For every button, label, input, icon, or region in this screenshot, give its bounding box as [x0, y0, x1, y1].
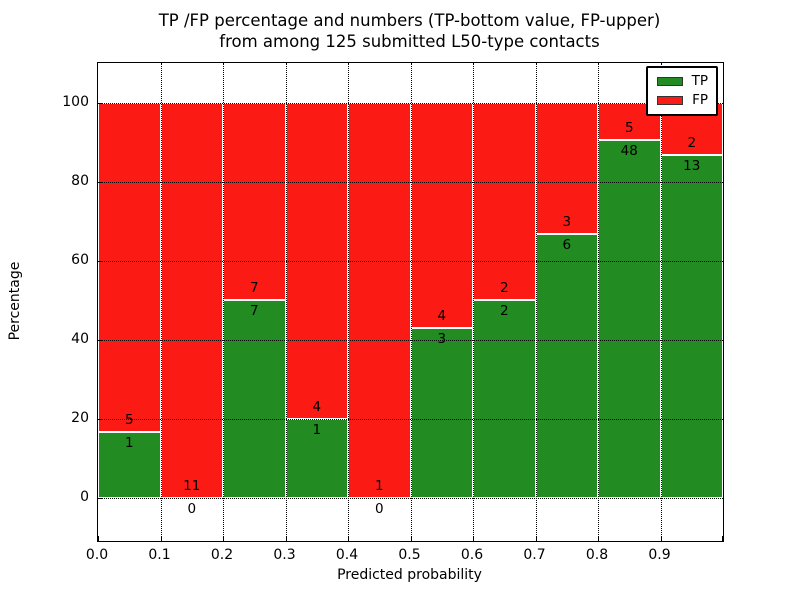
- y-tick-mark: [98, 181, 103, 183]
- x-tick-label: 0.4: [335, 547, 359, 563]
- tp-count-label: 0: [374, 500, 384, 517]
- x-tick-label: 0.8: [585, 547, 609, 563]
- bar-tp-segment: [598, 139, 661, 498]
- tp-count-label: 3: [437, 331, 447, 348]
- y-tick-mark: [98, 260, 103, 262]
- x-tick-mark: [160, 536, 162, 541]
- bar-tp-segment: [660, 155, 723, 498]
- fp-count-label: 5: [124, 411, 134, 428]
- vertical-gridline: [160, 63, 162, 541]
- y-tick-mark: [98, 339, 103, 341]
- chart-title-line1: TP /FP percentage and numbers (TP-bottom…: [158, 11, 661, 30]
- vertical-gridline: [473, 63, 474, 541]
- x-tick-mark: [98, 536, 99, 541]
- bar-tp-segment: [223, 300, 286, 498]
- bar-fp-segment: [535, 102, 598, 235]
- x-tick-mark: [473, 536, 474, 541]
- x-tick-mark: [223, 536, 224, 541]
- x-tick-label: 0.2: [210, 547, 234, 563]
- x-tick-mark: [348, 536, 349, 541]
- fp-count-label: 1: [374, 477, 384, 494]
- tp-count-label: 2: [499, 303, 509, 320]
- x-tick-label: 0.0: [85, 547, 109, 563]
- y-axis-label: Percentage: [7, 261, 23, 341]
- tp-count-label: 1: [124, 434, 134, 451]
- y-tick-label: 0: [80, 488, 89, 505]
- tp-count-label: 13: [683, 158, 701, 175]
- plot-area: 5 1 11 0 7 7 4 1 1 0 4 3 2 2 3 6 5 48 2 13: [97, 62, 724, 542]
- x-tick-mark: [722, 536, 723, 541]
- bar-fp-segment: [473, 102, 536, 301]
- y-tick-label: 20: [71, 409, 89, 426]
- x-axis-label: Predicted probability: [337, 567, 482, 583]
- bar-fp-segment: [410, 102, 473, 329]
- tp-count-label: 48: [620, 142, 638, 159]
- fp-count-label: 7: [249, 280, 259, 297]
- fp-count-label: 11: [183, 477, 201, 494]
- x-tick-label: 0.9: [648, 547, 671, 563]
- x-tick-mark: [285, 536, 287, 541]
- x-tick-mark: [410, 536, 412, 541]
- x-tick-mark: [660, 536, 662, 541]
- bar-fp-segment: [348, 102, 411, 498]
- y-tick-label: 100: [62, 93, 89, 110]
- bar-tp-segment: [535, 234, 598, 498]
- fp-count-label: 4: [437, 308, 447, 325]
- fp-count-label: 5: [624, 119, 634, 136]
- tp-count-label: 0: [187, 500, 197, 517]
- fp-legend-swatch: [657, 95, 684, 105]
- vertical-gridline: [285, 63, 287, 541]
- y-tick-label: 80: [71, 172, 89, 189]
- vertical-gridline: [410, 63, 412, 541]
- legend-item-tp: TP: [657, 74, 708, 88]
- fp-count-label: 3: [562, 214, 572, 231]
- bar-tp-segment: [473, 300, 536, 498]
- chart-title: TP /FP percentage and numbers (TP-bottom…: [0, 10, 800, 52]
- x-tick-label: 0.5: [398, 547, 421, 563]
- fp-count-label: 2: [499, 280, 509, 297]
- tp-legend-label: TP: [691, 73, 708, 89]
- y-tick-mark: [98, 497, 103, 499]
- tp-count-label: 7: [249, 303, 259, 320]
- legend: TP FP: [646, 66, 718, 116]
- fp-legend-label: FP: [692, 92, 708, 108]
- tp-count-label: 1: [312, 421, 322, 438]
- bar-tp-segment: [98, 431, 161, 498]
- chart-title-line2: from among 125 submitted L50-type contac…: [219, 32, 600, 51]
- x-tick-label: 0.3: [273, 547, 296, 563]
- bar-fp-segment: [223, 102, 286, 301]
- x-tick-mark: [598, 536, 599, 541]
- vertical-gridline: [348, 63, 349, 541]
- y-tick-mark: [98, 418, 103, 420]
- bar-tp-segment: [410, 328, 473, 498]
- y-tick-label: 40: [71, 330, 89, 347]
- fp-count-label: 2: [687, 135, 697, 152]
- tp-legend-swatch: [657, 76, 683, 86]
- fp-count-label: 4: [312, 398, 322, 415]
- bar-fp-segment: [98, 102, 161, 432]
- vertical-gridline: [223, 63, 224, 541]
- x-tick-label: 0.7: [523, 547, 546, 563]
- tp-count-label: 6: [562, 237, 572, 254]
- vertical-gridline: [660, 63, 662, 541]
- vertical-gridline: [535, 63, 537, 541]
- y-tick-label: 60: [71, 251, 89, 268]
- legend-item-fp: FP: [657, 93, 708, 107]
- x-tick-mark: [535, 536, 537, 541]
- x-tick-label: 0.6: [460, 547, 484, 563]
- vertical-gridline: [598, 63, 599, 541]
- bar-fp-segment: [160, 102, 223, 498]
- x-tick-label: 0.1: [148, 547, 171, 563]
- y-tick-mark: [98, 102, 103, 104]
